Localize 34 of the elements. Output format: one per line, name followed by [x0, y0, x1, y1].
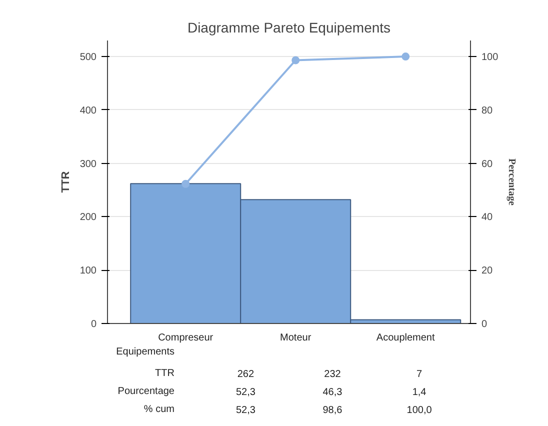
x-axis-title: Equipements: [116, 346, 175, 358]
point: [402, 52, 410, 61]
text: 1,4: [412, 387, 427, 398]
text: 52,3: [236, 387, 256, 398]
text: 98,6: [322, 405, 343, 416]
text: 7: [416, 369, 423, 380]
y2-tick-label: 60: [482, 158, 494, 170]
y2-tick-label: 0: [482, 319, 488, 330]
y2-axis-title: Percentage: [506, 158, 518, 206]
y2-tick-label: 20: [482, 266, 494, 277]
y2-tick-label: 80: [482, 105, 494, 116]
y-tick-label: 200: [80, 212, 97, 224]
chart-title: Diagramme Pareto Equipements: [187, 20, 391, 36]
x-tick-label: Compreseur: [158, 332, 214, 344]
text: TTR: [155, 368, 175, 379]
text: 262: [237, 369, 254, 380]
x-tick-label: Moteur: [280, 332, 312, 344]
text: 52,3: [236, 405, 256, 416]
y-axis-title: TTR: [60, 171, 72, 193]
y-tick-label: 400: [80, 105, 97, 116]
point: [292, 56, 300, 64]
y-tick-label: 500: [80, 52, 97, 64]
text: 46,3: [322, 387, 343, 398]
text: Pourcentage: [118, 386, 175, 397]
y-tick-label: 300: [80, 158, 97, 170]
x-tick-label: Acouplement: [376, 332, 436, 344]
y2-tick-label: 40: [482, 212, 494, 224]
y-tick-label: 100: [80, 266, 97, 277]
text: % cum: [144, 404, 174, 415]
text: 232: [324, 369, 342, 380]
y-tick-label: 0: [90, 319, 97, 330]
point: [182, 180, 190, 188]
text: 100,0: [406, 405, 432, 416]
y2-tick-label: 100: [482, 52, 499, 64]
